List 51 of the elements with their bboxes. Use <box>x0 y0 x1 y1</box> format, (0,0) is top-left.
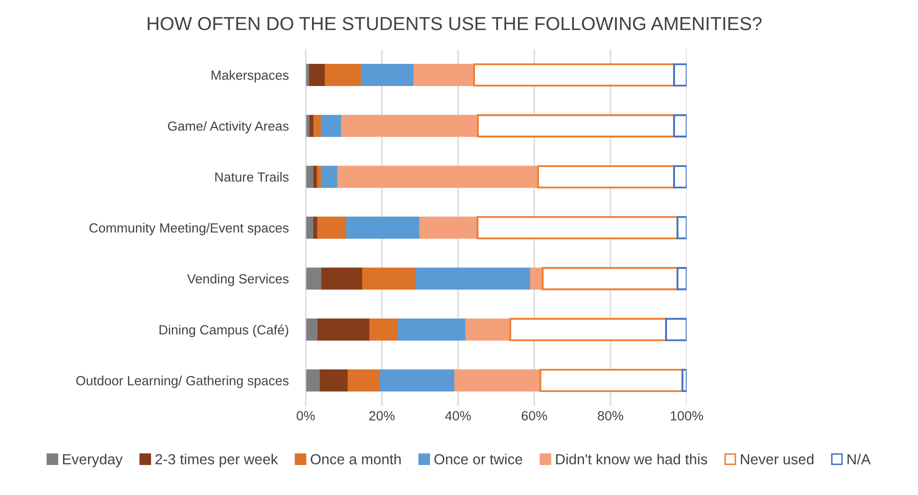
x-tick-label: 20% <box>369 411 395 420</box>
bar <box>320 369 348 392</box>
bar <box>415 268 531 290</box>
bar <box>313 114 322 137</box>
bar <box>348 369 380 392</box>
bar <box>530 268 544 290</box>
bar <box>465 318 511 341</box>
bar <box>320 166 338 188</box>
legend-label: Once or twice <box>434 454 522 464</box>
legend-label: Everyday <box>63 454 123 468</box>
bar <box>337 166 538 188</box>
bar <box>306 268 322 290</box>
bar <box>317 216 347 239</box>
y-tick-label: Outdoor Learning/ Gathering spaces <box>76 376 289 388</box>
y-tick-label: Community Meeting/Event spaces <box>90 222 289 236</box>
bar <box>324 64 362 86</box>
bar <box>306 216 314 239</box>
y-tick-label: Makerspaces <box>212 70 289 82</box>
x-tick-label: 0% <box>296 411 315 420</box>
legend-label: Never used <box>740 454 814 464</box>
bar <box>380 369 456 392</box>
x-tick-label: 40% <box>445 411 471 420</box>
y-tick-label: Nature Trails <box>215 172 289 182</box>
bar <box>341 114 478 137</box>
x-tick-label: 60% <box>522 411 548 420</box>
bar <box>419 216 478 239</box>
bar <box>369 318 398 341</box>
bar <box>306 369 321 392</box>
bar <box>320 114 342 137</box>
bar <box>539 368 684 392</box>
bar <box>362 268 416 290</box>
legend-label: N/A <box>848 454 871 464</box>
bar <box>454 369 541 392</box>
bar <box>398 318 466 341</box>
bar <box>306 166 314 188</box>
legend-label: Once a month <box>310 454 401 464</box>
bar <box>360 64 414 86</box>
chart-title: HOW OFTEN DO THE STUDENTS USE THE FOLLOWING AMENITIES? <box>148 16 762 30</box>
legend-label: 2-3 times per week <box>155 454 278 468</box>
bar <box>414 64 474 86</box>
bar <box>309 64 326 86</box>
bar <box>318 318 370 341</box>
y-tick-label: Dining Campus (Café) <box>160 324 288 338</box>
bar <box>346 216 420 239</box>
x-tick-label: 80% <box>598 411 624 420</box>
legend-label: Didn't know we had this <box>556 454 708 464</box>
bar <box>321 268 363 290</box>
x-tick-label: 100% <box>670 411 704 420</box>
y-tick-label: Game/ Activity Areas <box>168 121 289 134</box>
bar <box>306 318 318 341</box>
y-tick-label: Vending Services <box>187 274 289 286</box>
